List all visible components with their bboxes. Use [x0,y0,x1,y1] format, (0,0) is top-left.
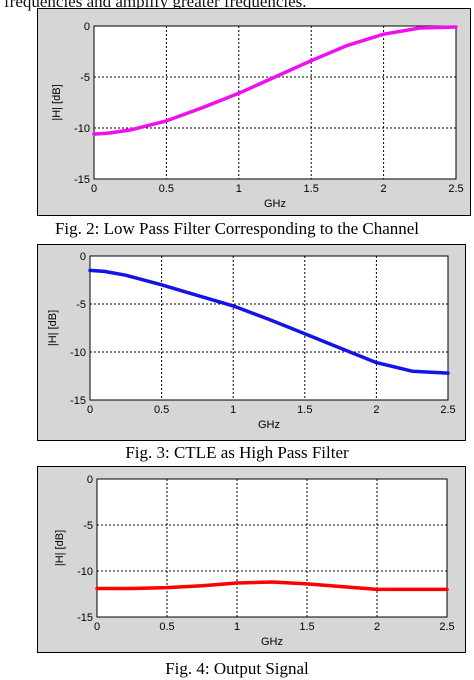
y-tick-label: -15 [77,612,93,624]
figure-3-caption: Fig. 3: CTLE as High Pass Filter [125,443,349,462]
y-tick-label: -10 [74,123,90,135]
x-tick-label: 1 [236,183,242,195]
x-axis-label: GHz [258,419,280,431]
chart-svg: 0 0.5 1 1.5 2 2.5 0 -5 -10 -15 GHz |H| [dB] [47,251,456,431]
y-tick-label: 0 [84,21,90,33]
x-tick-label: 1 [234,621,240,633]
x-axis-label: GHz [264,198,286,210]
x-tick-label: 0 [91,183,97,195]
y-tick-label: 0 [80,251,86,263]
x-tick-label: 2.5 [448,183,463,195]
y-tick-label: -15 [74,174,90,186]
plot-area [96,478,448,618]
y-axis-label: |H| [dB] [47,310,59,346]
series-line [95,580,449,592]
top-body-text: frequencies and amplify greater frequenc… [4,0,307,11]
figure-3-chart: 0 0.5 1 1.5 2 2.5 0 -5 -10 -15 GHz |H| [dB] [37,244,466,441]
plot-area [93,25,457,180]
y-axis-label: |H| [dB] [51,84,63,120]
x-tick-label: 2.5 [439,621,454,633]
plot-area [89,255,449,401]
x-tick-label: 1.5 [299,621,314,633]
series-line [88,268,450,375]
x-axis-label: GHz [261,636,283,648]
y-tick-label: -5 [83,520,93,532]
series-line [92,25,458,136]
x-tick-label: 1.5 [297,404,312,416]
figure-4-chart: 0 0.5 1 1.5 2 2.5 0 -5 -10 -15 GHz |H| [dB] [37,466,466,653]
chart-svg: 0 0.5 1 1.5 2 2.5 0 -5 -10 -15 GHz |H| [dB] [51,21,464,210]
x-tick-label: 2 [373,404,379,416]
x-tick-label: 0 [87,404,93,416]
x-tick-label: 0.5 [154,404,169,416]
x-tick-label: 0.5 [159,183,174,195]
x-tick-label: 0 [94,621,100,633]
x-tick-label: 1.5 [304,183,319,195]
x-tick-label: 2 [374,621,380,633]
y-tick-label: -5 [76,299,86,311]
figure-4-caption: Fig. 4: Output Signal [165,659,309,678]
y-tick-label: 0 [87,474,93,486]
y-tick-label: -15 [70,395,86,407]
y-tick-label: -10 [77,566,93,578]
chart-svg: 0 0.5 1 1.5 2 2.5 0 -5 -10 -15 GHz |H| [dB] [54,474,455,648]
x-tick-label: 0.5 [159,621,174,633]
x-tick-label: 2.5 [440,404,455,416]
y-axis-label: |H| [dB] [54,530,66,566]
x-tick-label: 2 [381,183,387,195]
y-tick-label: -10 [70,347,86,359]
figure-2-caption: Fig. 2: Low Pass Filter Corresponding to… [54,219,420,238]
figure-2-chart: 0 0.5 1 1.5 2 2.5 0 -5 -10 -15 GHz |H| [dB] [37,8,471,216]
y-tick-label: -5 [80,72,90,84]
x-tick-label: 1 [230,404,236,416]
